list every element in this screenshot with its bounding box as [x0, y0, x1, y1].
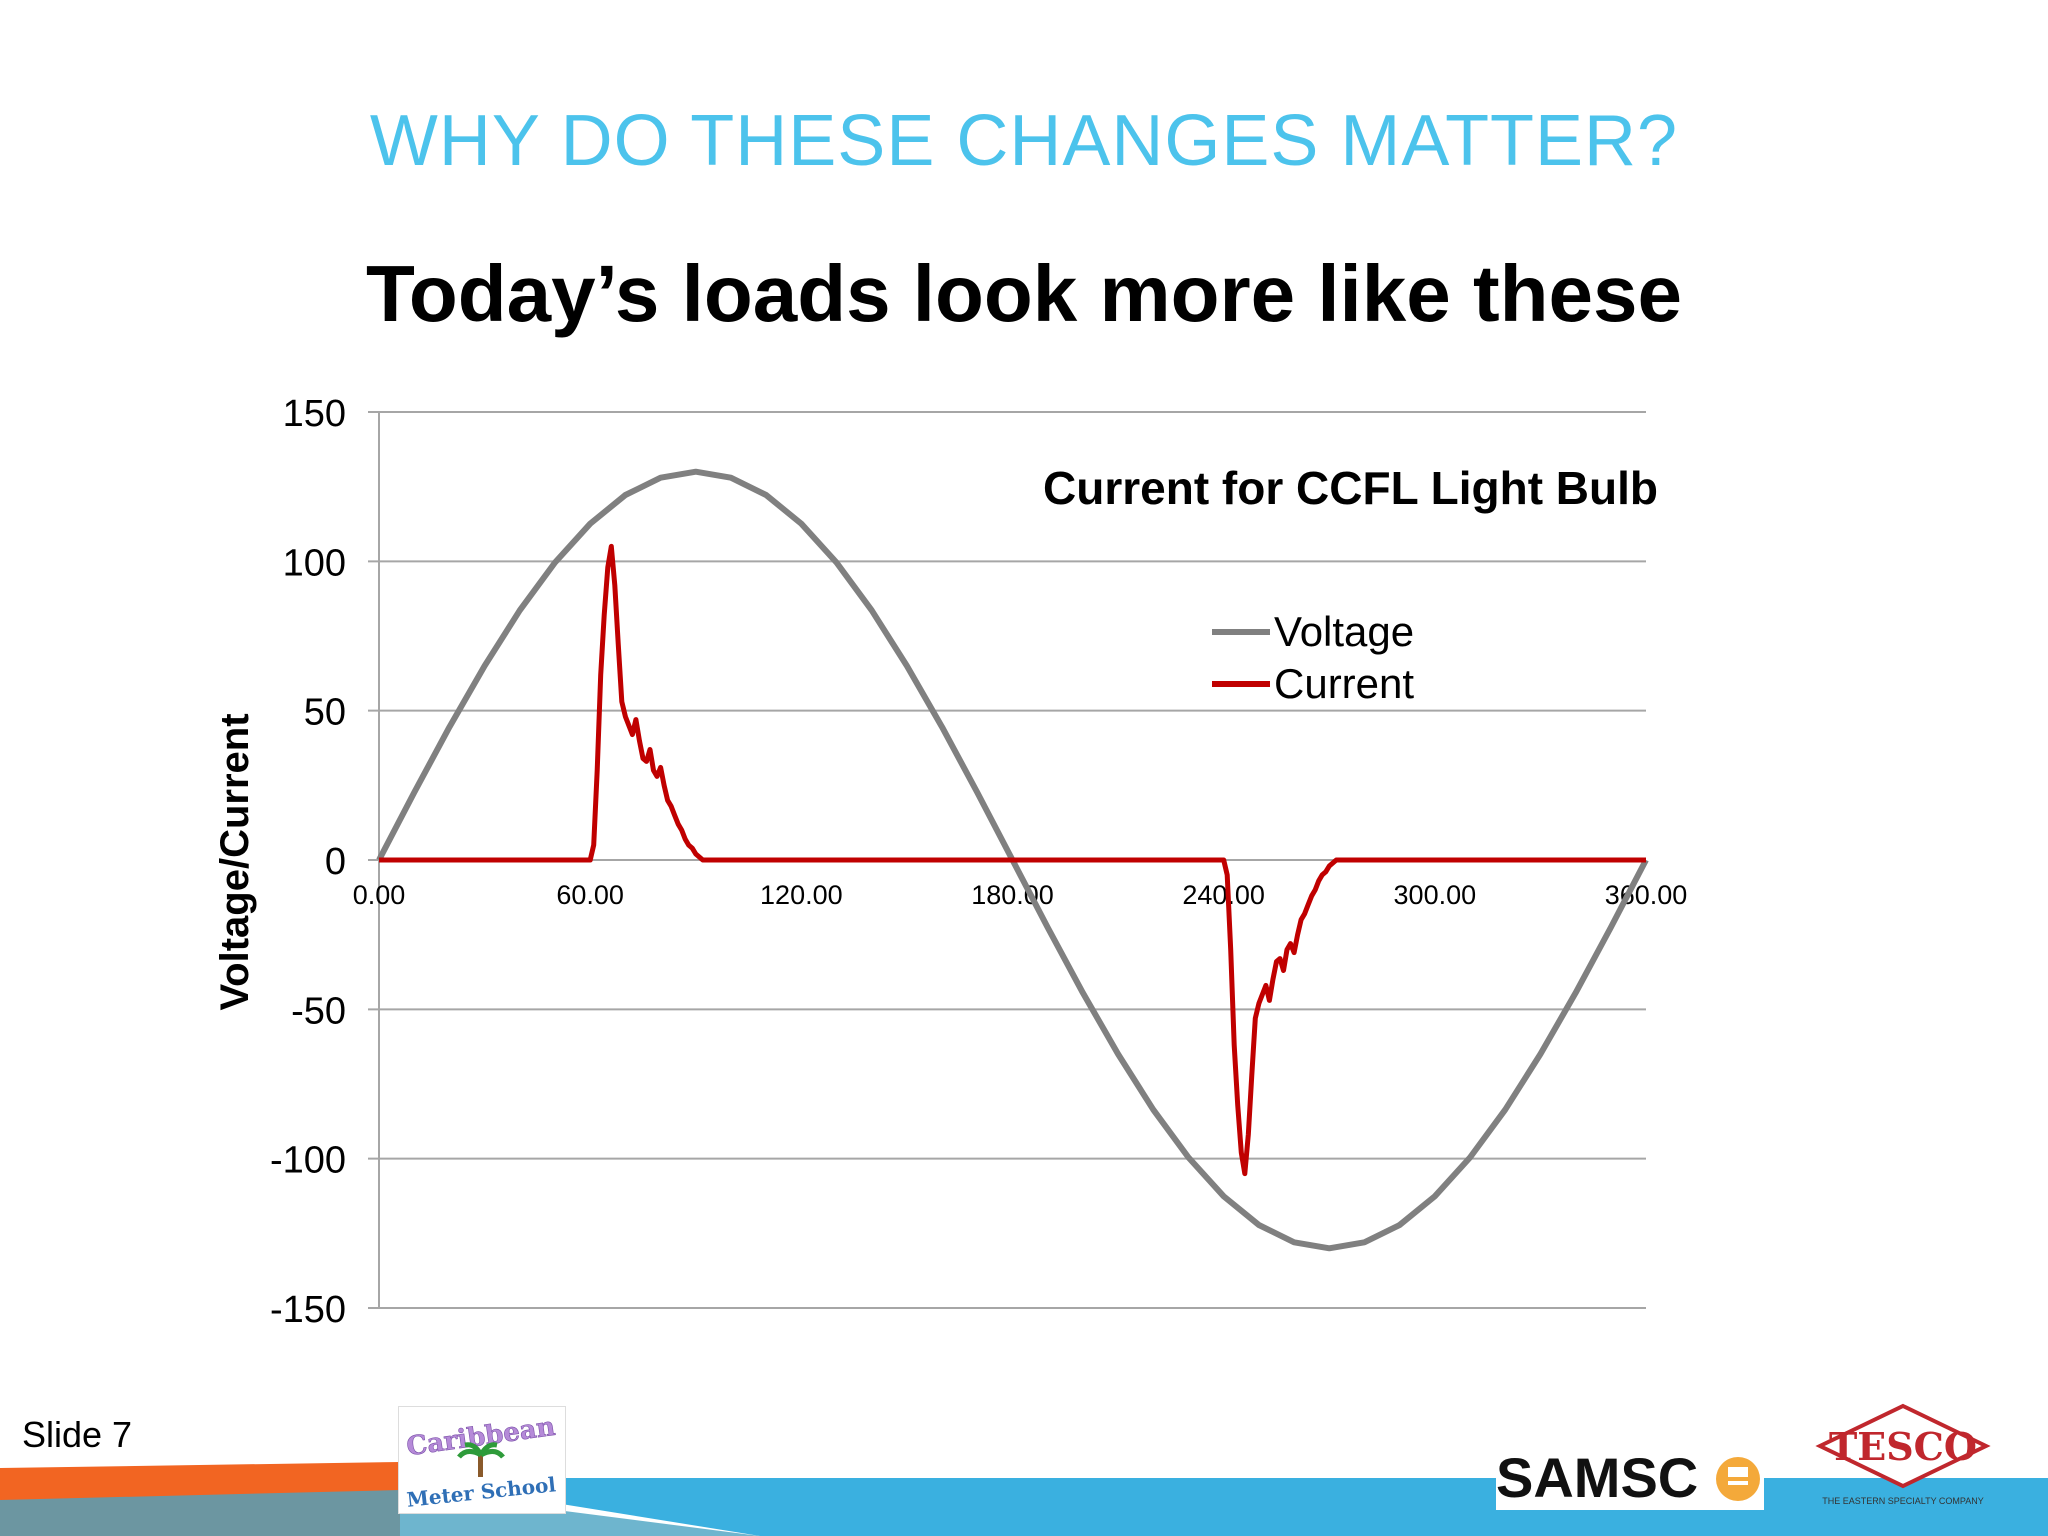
slide-title: WHY DO THESE CHANGES MATTER?: [369, 101, 1679, 181]
samsco-meter-icon: [1715, 1457, 1760, 1501]
slide-subtitle: Today’s loads look more like these: [366, 249, 1682, 338]
x-tick-label: 60.00: [556, 880, 624, 910]
x-tick-label: 120.00: [760, 880, 843, 910]
series-line-current: [379, 543, 1646, 1177]
chart-legend: Voltage Current: [1212, 608, 1414, 707]
y-tick-label: -100: [270, 1140, 346, 1182]
tesco-logo-text: TESCO: [1829, 1424, 1977, 1469]
x-tick-label: 180.00: [971, 880, 1054, 910]
samsco-logo-text: SAMSC: [1496, 1446, 1699, 1509]
slide-number: Slide 7: [22, 1414, 133, 1455]
palm-tree-icon: [457, 1442, 505, 1477]
footer-orange-stripe: [0, 1462, 400, 1536]
chart-title: Current for CCFL Light Bulb: [1043, 462, 1658, 514]
footer-blue-stripe: [400, 1478, 2048, 1536]
x-tick-label: 360.00: [1605, 880, 1688, 910]
legend-label: Current: [1274, 660, 1414, 707]
tesco-tagline: THE EASTERN SPECIALTY COMPANY: [1822, 1496, 1984, 1506]
y-tick-label: -150: [270, 1289, 346, 1331]
y-tick-label: 100: [283, 542, 346, 584]
x-tick-label: 0.00: [353, 880, 406, 910]
chart-series: [376, 468, 1649, 1252]
footer-dark-stripe: [0, 1490, 760, 1536]
chart: 150 100 50 0 -50 -100 -150 0.00 60.00 120.00 180.…: [213, 393, 1688, 1331]
y-tick-label: 50: [304, 692, 346, 734]
tesco-diamond-shape: [1815, 1403, 1991, 1489]
y-tick-label: -50: [291, 990, 346, 1032]
y-tick-labels: 150 100 50 0 -50 -100 -150: [270, 393, 346, 1331]
tesco-logo: TESCO THE EASTERN SPECIALTY COMPANY: [1808, 1400, 1998, 1512]
x-tick-label: 300.00: [1394, 880, 1477, 910]
y-tick-label: 150: [283, 393, 346, 435]
x-tick-label: 240.00: [1182, 880, 1265, 910]
x-tick-labels: 0.00 60.00 120.00 180.00 240.00 300.00 360.00: [353, 880, 1688, 910]
caribbean-meter-school-logo: Caribbean Meter School: [398, 1406, 566, 1514]
y-axis-label: Voltage/Current: [213, 713, 257, 1010]
samsco-logo: SAMSC: [1496, 1446, 1764, 1510]
legend-label: Voltage: [1274, 608, 1414, 655]
y-tick-label: 0: [325, 841, 346, 883]
meter-school-logo-text: Meter School: [406, 1472, 558, 1512]
